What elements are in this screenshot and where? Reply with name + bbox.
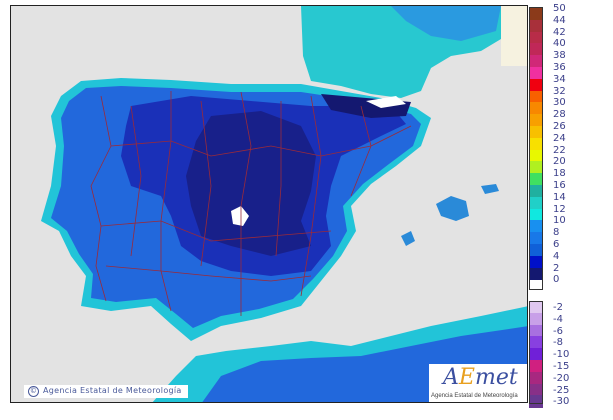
legend-label: 22 [553, 144, 566, 156]
legend-label: 0 [553, 274, 560, 286]
legend-label: -20 [553, 372, 570, 384]
legend-label: -30 [553, 396, 570, 408]
legend-label: 8 [553, 227, 560, 239]
legend-label: -6 [553, 325, 563, 337]
logo-a: A [443, 365, 459, 390]
legend-swatch [529, 244, 543, 257]
legend-swatch [529, 55, 543, 68]
legend-swatch [529, 137, 543, 151]
legend-label: 10 [553, 215, 566, 227]
legend-label: 26 [553, 121, 566, 132]
legend-label: 30 [553, 97, 566, 109]
legend-swatch [529, 395, 543, 408]
snow-patch [366, 96, 406, 108]
legend-swatch [529, 348, 543, 361]
legend-swatch [529, 220, 543, 233]
legend-swatch [529, 360, 543, 373]
legend-swatch [529, 196, 543, 210]
legend-swatch [529, 324, 543, 337]
legend-swatch [529, 208, 543, 221]
legend-swatch [529, 371, 543, 385]
legend-label: 42 [553, 26, 566, 38]
legend-label: -4 [553, 313, 563, 325]
logo-e: E [458, 365, 475, 390]
legend-label: -15 [553, 361, 570, 372]
legend-swatch [529, 161, 543, 174]
province-borders [90, 91, 412, 316]
legend-swatch [529, 267, 543, 280]
legend-label: -10 [553, 349, 570, 361]
legend-label: 24 [553, 132, 566, 144]
legend-label: 32 [553, 85, 566, 97]
legend-label: -2 [553, 302, 563, 313]
legend-label: 2 [553, 262, 560, 274]
legend-swatch [529, 173, 543, 186]
legend-label: 16 [553, 180, 566, 191]
italy-landmass [501, 6, 527, 66]
legend-label: 20 [553, 156, 566, 168]
temperature-map: © Agencia Estatal de Meteorología AEmet A… [10, 5, 528, 403]
legend-swatch [529, 312, 543, 326]
legend-label: 28 [553, 109, 566, 121]
logo-met: met [474, 365, 518, 390]
legend-swatch [529, 19, 543, 33]
legend-swatch [529, 336, 543, 349]
france-inland [391, 6, 501, 41]
menorca [481, 184, 499, 194]
legend-label: 34 [553, 73, 566, 85]
ibiza [401, 231, 415, 246]
legend-swatch [529, 90, 543, 103]
legend-swatch [529, 102, 543, 115]
map-graphic [41, 6, 527, 402]
copyright-symbol: © [28, 386, 39, 397]
aemet-logo: AEmet Agencia Estatal de Meteorología [429, 364, 527, 402]
legend-swatch [529, 78, 543, 92]
legend-swatch [529, 301, 543, 314]
legend-label: 6 [553, 239, 560, 250]
coldest-core [186, 111, 316, 256]
legend-swatch [529, 185, 543, 198]
legend-label: 40 [553, 38, 566, 50]
legend-swatch [529, 43, 543, 56]
legend-swatch [529, 255, 543, 269]
legend-swatch [529, 31, 543, 44]
legend-swatch [529, 114, 543, 127]
legend-swatch [529, 149, 543, 162]
legend-swatch [529, 8, 543, 21]
legend-swatch [529, 126, 543, 139]
legend-label: 12 [553, 203, 566, 215]
legend-swatch [529, 67, 543, 80]
legend-label: 18 [553, 168, 566, 180]
legend-swatch [529, 383, 543, 396]
legend-label: 50 [553, 3, 566, 14]
copyright-notice: © Agencia Estatal de Meteorología [24, 385, 188, 398]
legend-label: 14 [553, 191, 566, 203]
logo-subtitle: Agencia Estatal de Meteorología [431, 393, 518, 399]
legend-swatch [529, 232, 543, 245]
legend-label: -25 [553, 384, 570, 396]
legend-label: 44 [553, 14, 566, 26]
legend-label: 36 [553, 62, 566, 73]
mallorca [436, 196, 469, 221]
legend-label: 4 [553, 250, 560, 262]
legend-label: -8 [553, 337, 563, 349]
copyright-text: Agencia Estatal de Meteorología [43, 386, 182, 395]
snow-patch [231, 206, 249, 226]
legend-label: 38 [553, 50, 566, 62]
